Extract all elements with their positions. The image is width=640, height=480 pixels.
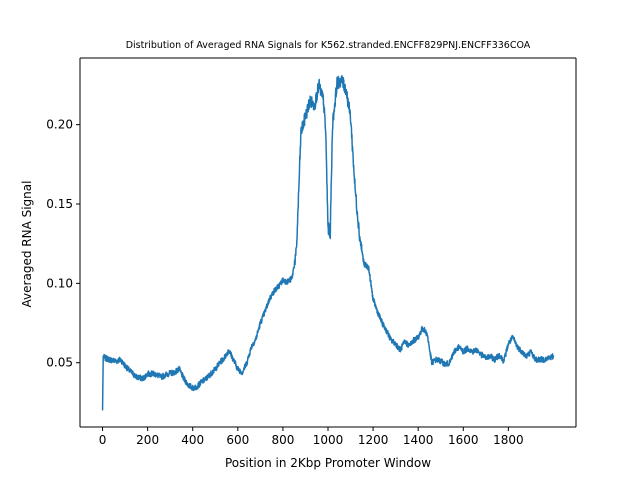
x-tick-label: 200	[136, 433, 159, 447]
x-tick-label: 1200	[358, 433, 389, 447]
series-line-0	[101, 75, 555, 411]
y-axis-label: Averaged RNA Signal	[20, 181, 34, 308]
x-tick-label: 600	[226, 433, 249, 447]
y-axis: 0.05 0.10 0.15 0.20	[46, 118, 80, 370]
y-tick-label: 0.20	[46, 118, 73, 132]
x-tick-label: 0	[99, 433, 107, 447]
y-tick-label: 0.10	[46, 276, 73, 290]
x-tick-label: 1600	[448, 433, 479, 447]
y-tick-label: 0.05	[46, 356, 73, 370]
x-tick-label: 400	[181, 433, 204, 447]
x-tick-label: 1000	[313, 433, 344, 447]
x-tick-label: 1400	[403, 433, 434, 447]
x-tick-label: 1800	[493, 433, 524, 447]
chart-title: Distribution of Averaged RNA Signals for…	[126, 40, 531, 51]
x-axis: 0 200 400 600 800 1000 1200 1400 1600 1800	[99, 427, 524, 447]
x-axis-label: Position in 2Kbp Promoter Window	[225, 456, 431, 470]
y-tick-label: 0.15	[46, 197, 73, 211]
x-tick-label: 800	[271, 433, 294, 447]
plot-area	[79, 57, 577, 428]
